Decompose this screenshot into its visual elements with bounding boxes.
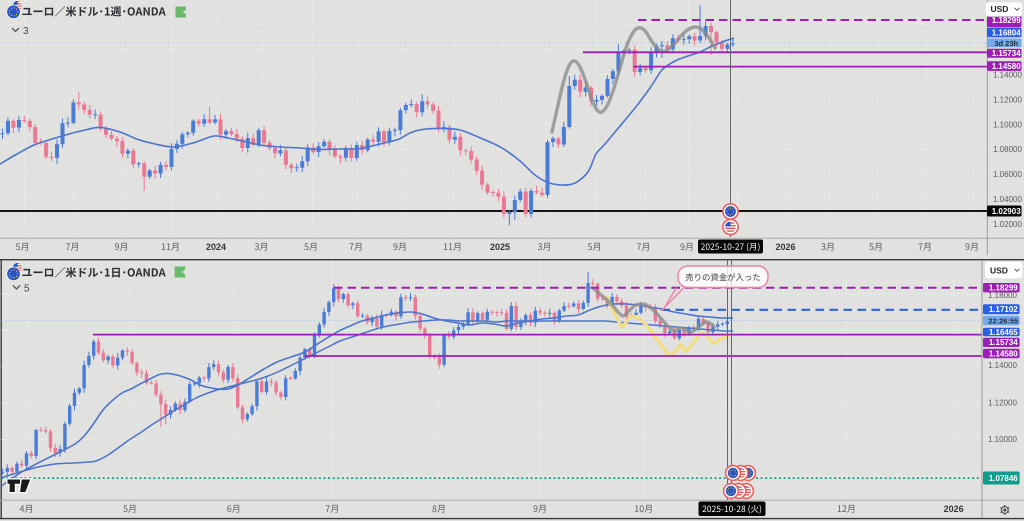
svg-text:1.12000: 1.12000 — [993, 95, 1022, 104]
svg-text:USD: USD — [991, 4, 1009, 14]
svg-text:1.06000: 1.06000 — [993, 170, 1022, 179]
svg-text:1.14580: 1.14580 — [992, 62, 1021, 71]
svg-text:1.14000: 1.14000 — [993, 70, 1022, 79]
svg-text:1.15734: 1.15734 — [992, 49, 1021, 58]
svg-text:1.18299: 1.18299 — [989, 284, 1018, 293]
svg-text:1.12000: 1.12000 — [988, 399, 1017, 408]
svg-text:1.02000: 1.02000 — [993, 220, 1022, 229]
svg-text:2026: 2026 — [775, 242, 795, 252]
svg-text:USD: USD — [990, 265, 1008, 275]
svg-text:1.18000: 1.18000 — [988, 291, 1017, 300]
svg-text:1.14000: 1.14000 — [988, 361, 1017, 370]
svg-text:1.16804: 1.16804 — [992, 28, 1021, 37]
svg-text:1.17102: 1.17102 — [989, 305, 1018, 314]
svg-text:1.07846: 1.07846 — [989, 474, 1018, 483]
svg-text:1.10000: 1.10000 — [993, 120, 1022, 129]
svg-text:5: 5 — [24, 284, 30, 295]
svg-text:1.16465: 1.16465 — [989, 328, 1018, 337]
svg-text:2024: 2024 — [206, 242, 226, 252]
svg-text:2026: 2026 — [944, 504, 964, 514]
svg-text:3d 23h: 3d 23h — [994, 39, 1018, 48]
svg-text:1.10000: 1.10000 — [988, 435, 1017, 444]
svg-text:2025: 2025 — [490, 242, 510, 252]
svg-text:22:26:55: 22:26:55 — [988, 317, 1018, 326]
svg-text:1.14580: 1.14580 — [989, 349, 1018, 358]
svg-text:1.15734: 1.15734 — [989, 338, 1018, 347]
svg-text:1.02903: 1.02903 — [992, 207, 1021, 216]
svg-text:1.04000: 1.04000 — [993, 195, 1022, 204]
svg-text:1.18299: 1.18299 — [992, 16, 1021, 25]
svg-text:3: 3 — [23, 26, 29, 37]
svg-text:1.08000: 1.08000 — [993, 145, 1022, 154]
